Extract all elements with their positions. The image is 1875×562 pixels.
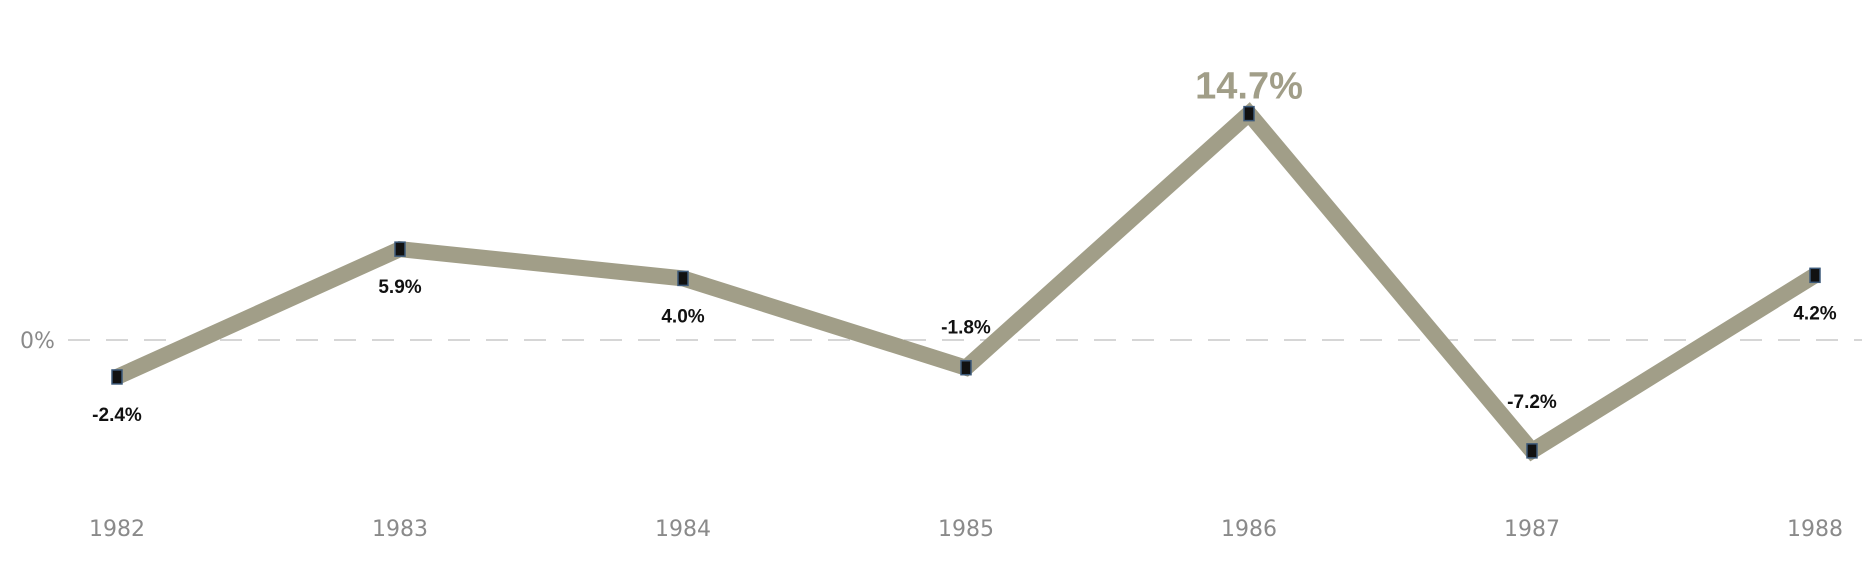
series-line-group — [113, 102, 1820, 462]
x-axis-tick-label: 1983 — [372, 517, 428, 542]
data-label: 4.0% — [661, 306, 704, 327]
data-label: -1.8% — [941, 318, 991, 339]
data-label: 4.2% — [1793, 303, 1836, 324]
data-markers — [111, 105, 1821, 459]
data-point-marker — [1809, 267, 1821, 284]
data-point-marker — [394, 241, 406, 257]
data-point-marker — [677, 270, 689, 287]
x-axis-tick-label: 1984 — [655, 517, 711, 542]
data-label: 5.9% — [378, 277, 421, 298]
x-axis-labels: 1982 1983 1984 1985 1986 1987 1988 — [89, 517, 1843, 542]
data-label: -7.2% — [1507, 392, 1557, 413]
series-line — [113, 102, 1820, 462]
x-axis-tick-label: 1987 — [1504, 517, 1560, 542]
x-axis-tick-label: 1985 — [938, 517, 994, 542]
data-point-marker — [1243, 105, 1255, 122]
data-point-marker — [111, 369, 123, 385]
data-label-peak: 14.7% — [1195, 66, 1303, 108]
x-axis-tick-label: 1982 — [89, 517, 145, 542]
x-axis-tick-label: 1988 — [1787, 517, 1843, 542]
data-point-marker — [960, 359, 972, 376]
reference-line-group: 0% — [20, 329, 1862, 354]
data-point-marker — [1526, 443, 1538, 459]
data-label: -2.4% — [92, 405, 142, 426]
x-axis-tick-label: 1986 — [1221, 517, 1277, 542]
zero-reference-label: 0% — [20, 329, 55, 354]
data-labels: -2.4% 5.9% 4.0% -1.8% 14.7% -7.2% 4.2% — [92, 66, 1837, 426]
